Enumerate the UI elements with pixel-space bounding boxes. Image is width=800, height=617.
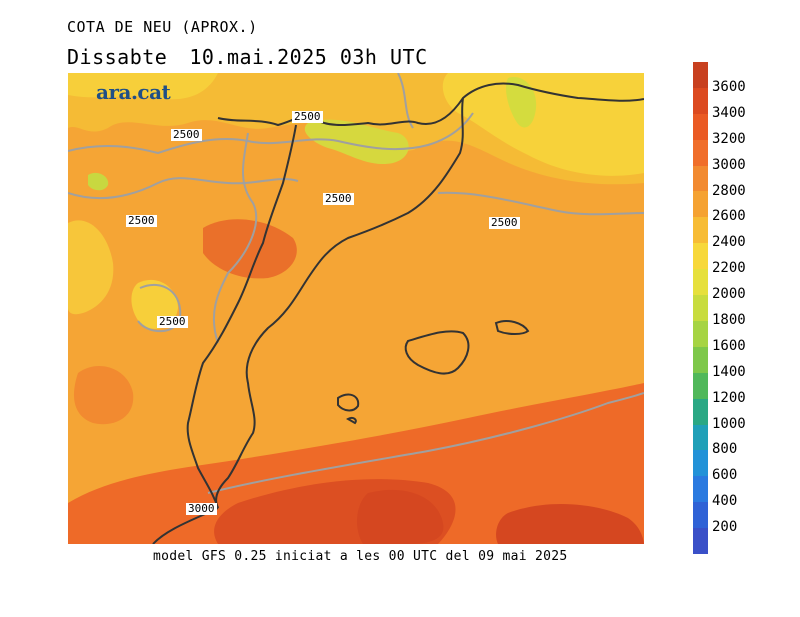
- field-orange-center: [203, 219, 297, 279]
- colorbar-tick-label: 1400: [712, 363, 746, 380]
- colorbar-tick-label: 200: [712, 519, 738, 536]
- colorbar-segment: [693, 87, 708, 115]
- coastline-catalonia: [215, 97, 464, 509]
- colorbar-segment: [693, 528, 708, 555]
- contour-2500-line-3: [437, 191, 644, 216]
- contour-label: 2500: [292, 110, 323, 123]
- colorbar-tick-label: 2400: [712, 234, 746, 251]
- forecast-day: Dissabte: [67, 45, 168, 69]
- contour-label: 2500: [157, 315, 188, 328]
- field-greenish-ne: [505, 77, 537, 128]
- colorbar-tick-label: 1800: [712, 312, 746, 328]
- colorbar-tick-label: 2800: [712, 182, 746, 199]
- contour-3000-line: [207, 392, 644, 494]
- colorbar: [693, 62, 708, 555]
- border-grey: [212, 132, 258, 344]
- map-title: COTA DE NEU (APROX.): [67, 18, 258, 36]
- colorbar-tick-label: 1200: [712, 389, 746, 406]
- colorbar-tick-label: 600: [712, 467, 738, 484]
- colorbar-segment: [693, 450, 708, 477]
- colorbar-tick-label: 3600: [712, 78, 746, 95]
- colorbar-segment: [693, 424, 708, 451]
- colorbar-tick-label: 1000: [712, 415, 746, 432]
- island-ibiza: [337, 393, 360, 412]
- island-mallorca: [404, 330, 470, 375]
- colorbar-tick-label: 3200: [712, 130, 746, 147]
- field-yellow-nw: [68, 73, 218, 100]
- colorbar-segment: [693, 320, 708, 348]
- colorbar-segment: [693, 165, 708, 192]
- colorbar-segment: [693, 398, 708, 426]
- contour-label: 2500: [171, 128, 202, 141]
- colorbar-tick-label: 3000: [712, 156, 746, 173]
- contour-label: 2500: [126, 214, 157, 227]
- island-menorca: [494, 320, 530, 335]
- contour-label: 2500: [323, 192, 354, 205]
- colorbar-tick-label: 2000: [712, 286, 746, 303]
- field-red-se: [496, 503, 644, 544]
- map-subtitle: Dissabte 10.mai.2025 03h UTC: [67, 45, 428, 69]
- colorbar-tick-label: 2600: [712, 208, 746, 225]
- contour-2500-line-2: [68, 177, 299, 200]
- field-red-south-2: [356, 489, 444, 544]
- colorbar-segment: [693, 217, 708, 244]
- colorbar-segment: [693, 502, 708, 529]
- colorbar-segment: [693, 113, 708, 141]
- colorbar-tick-label: 2200: [712, 260, 746, 277]
- forecast-datetime: 10.mai.2025 03h UTC: [189, 45, 428, 69]
- model-info: model GFS 0.25 iniciat a les 00 UTC del …: [153, 549, 568, 564]
- field-yellow-west: [68, 220, 114, 315]
- contour-label: 3000: [186, 502, 217, 515]
- contour-label: 2500: [489, 216, 520, 229]
- colorbar-segment: [693, 191, 708, 218]
- field-greenish-pyrenees: [304, 119, 409, 165]
- colorbar-tick-label: 400: [712, 493, 738, 510]
- field-greenish-w: [88, 172, 109, 191]
- colorbar-segment: [693, 372, 708, 400]
- snow-level-map: 2500 2500 2500 2500 2500 2500 3000: [68, 73, 644, 544]
- colorbar-segment: [693, 269, 708, 296]
- field-orange-sw: [73, 365, 134, 425]
- ara-cat-logo[interactable]: ara.cat: [96, 80, 171, 104]
- colorbar-tick-label: 1600: [712, 337, 746, 354]
- colorbar-segment: [693, 243, 708, 270]
- colorbar-tick-label: 800: [712, 441, 738, 458]
- colorbar-segment: [693, 476, 708, 503]
- colorbar-tick-label: 3400: [712, 104, 746, 121]
- colorbar-segment: [693, 62, 708, 89]
- border-aragon-catalonia: [186, 124, 297, 509]
- island-formentera: [346, 416, 357, 425]
- coastline-pyrenees: [217, 82, 644, 127]
- colorbar-segment: [693, 139, 708, 167]
- colorbar-segment: [693, 346, 708, 374]
- border-grey-2: [397, 73, 414, 129]
- contour-2500-line: [68, 112, 474, 155]
- colorbar-segment: [693, 295, 708, 322]
